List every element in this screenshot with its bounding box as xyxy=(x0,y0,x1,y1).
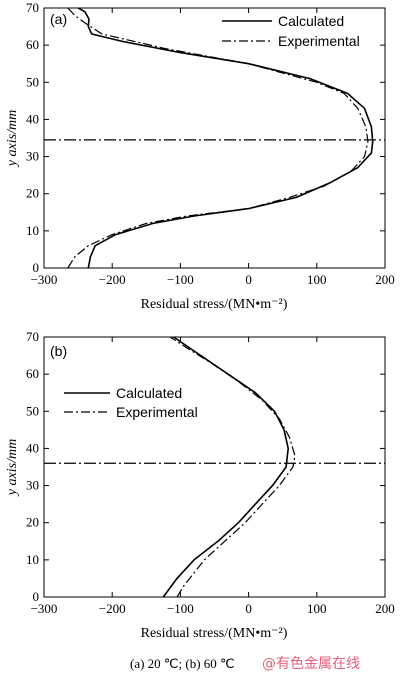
y-tick-label: 10 xyxy=(26,552,39,567)
x-tick-label: 200 xyxy=(375,601,395,616)
x-axis-label-a: Residual stress/(MN•m⁻²) xyxy=(141,297,288,312)
legend-calculated-label: Calculated xyxy=(116,385,182,401)
legend-experimental-label: Experimental xyxy=(116,404,198,420)
legend: Calculated Experimental xyxy=(64,385,198,420)
series-calculated-line xyxy=(77,7,374,269)
series-experimental-line xyxy=(67,7,369,269)
legend: Calculated Experimental xyxy=(222,13,360,49)
watermark-text: @有色金属在线 xyxy=(262,655,360,672)
x-tick-label: −200 xyxy=(99,601,126,616)
x-tick-label: 0 xyxy=(245,601,252,616)
y-tick-label: 30 xyxy=(26,149,39,164)
panel-label-b: (b) xyxy=(50,343,67,359)
y-tick-label: 0 xyxy=(33,260,40,275)
y-tick-label: 20 xyxy=(26,186,39,201)
x-tick-label: 100 xyxy=(307,272,327,287)
series-calculated-line xyxy=(162,336,290,598)
y-tick-label: 10 xyxy=(26,223,39,238)
y-axis-label-a: y axis/mm xyxy=(5,110,20,168)
y-axis-label-b: y axis/mm xyxy=(5,439,20,497)
panel-b-chart: −300 −200 −100 0 100 200 0 10 20 30 40 50 60 70 (b) C… xyxy=(5,329,395,641)
y-tick-label: 50 xyxy=(26,74,39,89)
panel-a-chart: −300 −200 −100 0 100 200 0 10 20 30 40 50 60 70 (a) C… xyxy=(5,0,395,312)
plot-frame xyxy=(43,7,386,269)
y-tick-label: 40 xyxy=(26,111,39,126)
x-tick-label: 0 xyxy=(245,272,252,287)
y-tick-label: 50 xyxy=(26,403,39,418)
x-tick-label: −300 xyxy=(31,601,58,616)
x-tick-label: 100 xyxy=(307,601,327,616)
x-tick-label: −100 xyxy=(167,272,194,287)
y-tick-label: 0 xyxy=(33,589,40,604)
y-tick-label: 60 xyxy=(26,366,39,381)
x-tick-label: −300 xyxy=(31,272,58,287)
legend-calculated-label: Calculated xyxy=(278,13,344,29)
tick-group: −300 −200 −100 0 100 200 0 10 20 30 40 50 60 70 xyxy=(26,0,395,287)
y-tick-label: 70 xyxy=(26,0,39,15)
tick-group: −300 −200 −100 0 100 200 0 10 20 30 40 50 60 70 xyxy=(26,329,395,616)
figure-caption: (a) 20 ℃; (b) 60 ℃ xyxy=(130,656,235,671)
x-tick-label: −200 xyxy=(99,272,126,287)
legend-experimental-label: Experimental xyxy=(278,33,360,49)
x-tick-label: −100 xyxy=(167,601,194,616)
y-tick-label: 20 xyxy=(26,515,39,530)
y-tick-label: 30 xyxy=(26,478,39,493)
panel-label-a: (a) xyxy=(50,11,67,27)
series-group xyxy=(67,7,374,269)
series-experimental-line xyxy=(169,336,296,598)
x-tick-label: 200 xyxy=(375,272,395,287)
plot-frame xyxy=(43,336,386,598)
x-axis-label-b: Residual stress/(MN•m⁻²) xyxy=(141,626,288,641)
y-tick-label: 60 xyxy=(26,37,39,52)
y-tick-label: 70 xyxy=(26,329,39,344)
series-group xyxy=(162,336,296,598)
y-tick-label: 40 xyxy=(26,440,39,455)
